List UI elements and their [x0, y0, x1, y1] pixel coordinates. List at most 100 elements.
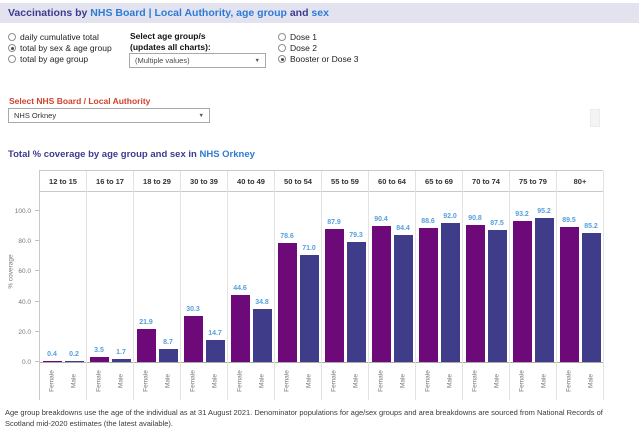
radio-daily-cumulative-total[interactable]: daily cumulative total	[8, 32, 99, 42]
age-group-header: 75 to 79	[510, 171, 556, 192]
y-tick-mark	[35, 240, 39, 242]
y-tick-mark	[35, 361, 39, 362]
radio-label: Dose 1	[290, 32, 317, 42]
radio-label: Dose 2	[290, 43, 317, 53]
male-bar[interactable]	[393, 234, 413, 362]
dashboard-title: Vaccinations by NHS Board | Local Author…	[0, 3, 639, 23]
female-value-label: 44.6	[233, 284, 247, 292]
male-bar-slot: 0.2	[64, 192, 84, 362]
male-bar[interactable]	[205, 339, 225, 362]
radio-total-by-sex-age-group[interactable]: total by sex & age group	[8, 43, 112, 53]
age-group-column: 75 to 79 93.2 95.2 Female Male	[510, 171, 557, 400]
female-axis-label: Female	[518, 370, 526, 392]
age-group-dropdown-value: (Multiple values)	[135, 56, 190, 65]
female-bar[interactable]	[277, 243, 297, 362]
y-tick-label: 60.0	[18, 268, 31, 276]
male-bar[interactable]	[158, 348, 178, 362]
male-bar[interactable]	[111, 359, 131, 362]
chart-title-text: Total % coverage by age group and sex in	[8, 149, 200, 160]
female-bar[interactable]	[371, 225, 391, 362]
male-bar-slot: 14.7	[205, 192, 225, 362]
title-segment-link: NHS Board | Local Authority, age group	[90, 7, 290, 19]
female-bar[interactable]	[89, 356, 109, 362]
y-tick-mark	[35, 210, 39, 211]
female-bar[interactable]	[136, 328, 156, 362]
age-group-dropdown[interactable]: (Multiple values) ▼	[129, 53, 266, 68]
age-group-column: 80+ 89.5 85.2 Female Male	[557, 171, 604, 400]
column-plot: 44.6 34.8	[228, 192, 274, 362]
chart-title-board: NHS Orkney	[199, 149, 255, 160]
age-group-header: 18 to 29	[134, 171, 180, 192]
male-bar-slot: 85.2	[581, 192, 601, 362]
male-bar-slot: 8.7	[158, 192, 178, 362]
sex-axis-labels: Female Male	[510, 362, 556, 400]
female-value-label: 90.4	[374, 215, 388, 223]
sex-axis-labels: Female Male	[369, 362, 415, 400]
male-value-label: 71.0	[302, 244, 316, 252]
male-value-label: 79.3	[349, 232, 363, 240]
column-plot: 3.5 1.7	[87, 192, 133, 362]
radio-icon	[8, 55, 16, 63]
age-group-column: 55 to 59 87.9 79.3 Female Male	[322, 171, 369, 400]
bar-chart: 12 to 15 0.4 0.2 Female Male 16 to 17 3.…	[39, 170, 604, 400]
radio-total-by-age-group[interactable]: total by age group	[8, 54, 88, 64]
board-filter-label: Select NHS Board / Local Authority	[9, 96, 151, 106]
male-axis-label: Male	[258, 373, 266, 389]
male-bar-slot: 92.0	[440, 192, 460, 362]
female-axis-label: Female	[95, 370, 103, 392]
age-group-header: 16 to 17	[87, 171, 133, 192]
female-value-label: 88.6	[421, 218, 435, 226]
age-filter-label-line2: (updates all charts):	[130, 41, 211, 52]
sex-axis-labels: Female Male	[181, 362, 227, 400]
female-bar[interactable]	[418, 228, 438, 362]
age-group-header: 60 to 64	[369, 171, 415, 192]
y-tick-mark	[35, 330, 39, 332]
female-axis-label: Female	[565, 370, 573, 392]
age-group-header: 55 to 59	[322, 171, 368, 192]
radio-dose-1[interactable]: Dose 1	[278, 32, 317, 42]
radio-icon	[8, 33, 16, 41]
age-group-column: 65 to 69 88.6 92.0 Female Male	[416, 171, 463, 400]
sex-axis-labels: Female Male	[134, 362, 180, 400]
sex-axis-labels: Female Male	[322, 362, 368, 400]
female-bar[interactable]	[465, 224, 485, 362]
male-bar[interactable]	[299, 254, 319, 362]
female-bar[interactable]	[512, 221, 532, 362]
age-group-header: 70 to 74	[463, 171, 509, 192]
male-bar[interactable]	[534, 218, 554, 362]
radio-dose-2[interactable]: Dose 2	[278, 43, 317, 53]
male-bar-slot: 79.3	[346, 192, 366, 362]
scrollbar-thumb[interactable]	[590, 109, 600, 127]
radio-icon	[8, 44, 16, 52]
female-value-label: 21.9	[139, 318, 153, 326]
male-bar-slot: 87.5	[487, 192, 507, 362]
male-bar[interactable]	[440, 223, 460, 362]
sex-axis-labels: Female Male	[557, 362, 603, 400]
female-bar[interactable]	[324, 229, 344, 362]
female-bar[interactable]	[559, 226, 579, 362]
male-bar[interactable]	[581, 233, 601, 362]
radio-label: Booster or Dose 3	[290, 54, 359, 64]
female-bar[interactable]	[230, 294, 250, 362]
male-bar-slot: 95.2	[534, 192, 554, 362]
male-bar[interactable]	[64, 361, 84, 362]
male-value-label: 92.0	[443, 213, 457, 221]
title-segment: and	[289, 7, 312, 19]
male-bar[interactable]	[346, 242, 366, 362]
female-axis-label: Female	[283, 370, 291, 392]
female-value-label: 78.6	[280, 233, 294, 241]
radio-icon	[278, 55, 286, 63]
y-tick-label: 40.0	[18, 298, 31, 306]
y-tick-label: 100.0	[14, 208, 31, 215]
female-axis-label: Female	[471, 370, 479, 392]
board-dropdown[interactable]: NHS Orkney ▼	[8, 108, 210, 123]
female-axis-label: Female	[189, 370, 197, 392]
column-plot: 93.2 95.2	[510, 192, 556, 362]
female-bar[interactable]	[183, 316, 203, 362]
female-bar[interactable]	[42, 361, 62, 362]
female-bar-slot: 88.6	[418, 192, 438, 362]
column-plot: 88.6 92.0	[416, 192, 462, 362]
male-bar[interactable]	[252, 309, 272, 362]
male-bar[interactable]	[487, 229, 507, 362]
radio-booster-or-dose-3[interactable]: Booster or Dose 3	[278, 54, 359, 64]
